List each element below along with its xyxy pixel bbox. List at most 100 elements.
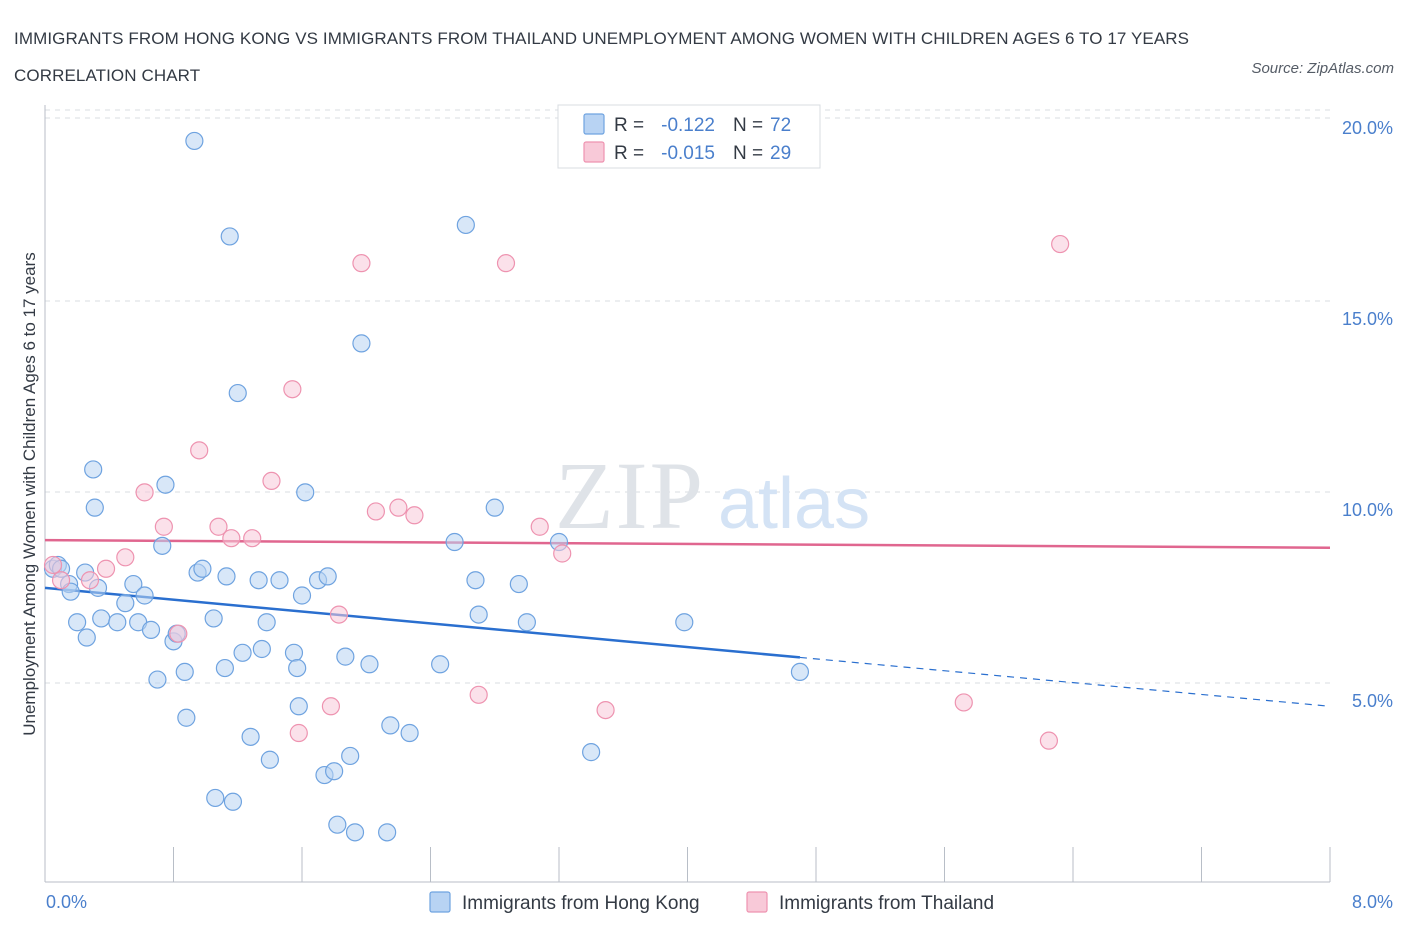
hong-kong-point: [400, 723, 419, 743]
hong-kong-point: [193, 559, 212, 578]
thailand-point: [329, 605, 349, 624]
hong-kong-point: [124, 574, 143, 594]
hong-kong-point: [206, 788, 225, 808]
hong-kong-point: [92, 609, 111, 628]
thailand-point: [116, 548, 135, 567]
hong-kong-point: [378, 823, 397, 842]
hong-kong-point: [108, 613, 127, 632]
hong-kong-point: [252, 639, 271, 659]
hong-kong-point: [336, 647, 355, 666]
hong-kong-point: [485, 498, 504, 517]
y-axis-label-text: Unemployment Among Women with Children A…: [20, 252, 39, 736]
hong-kong-point: [84, 460, 103, 479]
thailand-point: [496, 254, 516, 273]
hong-kong-point: [215, 658, 234, 678]
thailand-point: [469, 685, 488, 704]
hong-kong-point: [517, 613, 536, 632]
thailand-point: [954, 693, 973, 712]
hong-kong-point: [288, 658, 307, 678]
legend-swatch: [583, 141, 605, 163]
hong-kong-point: [445, 532, 464, 552]
hong-kong-point: [220, 227, 239, 246]
thailand-point: [405, 506, 424, 525]
hong-kong-point: [175, 662, 194, 682]
hong-kong-point: [135, 586, 154, 605]
hong-kong-point: [431, 655, 450, 674]
hong-kong-point: [292, 586, 312, 605]
hong-kong-point: [318, 567, 337, 586]
series-legend: Immigrants from Hong Kong Immigrants from…: [429, 891, 994, 914]
thailand-point: [96, 559, 116, 578]
hong-kong-point: [185, 131, 204, 151]
y-axis-label: Unemployment Among Women with Children A…: [20, 252, 39, 736]
hong-kong-point: [325, 762, 344, 781]
legend-r-value: -0.122: [661, 115, 715, 136]
x-tick-label-max: 8.0%: [1352, 892, 1393, 912]
thailand-point: [190, 441, 209, 460]
thailand-point: [135, 483, 154, 502]
thailand-point: [553, 544, 572, 563]
hong-kong-point: [204, 609, 223, 628]
thailand-point: [530, 517, 549, 536]
thailand-point: [321, 697, 341, 716]
chart-title: IMMIGRANTS FROM HONG KONG VS IMMIGRANTS …: [14, 29, 1190, 85]
hong-kong-point: [790, 662, 810, 682]
watermark-atlas: atlas: [718, 464, 870, 544]
hong-kong-point: [466, 571, 485, 590]
thailand-point: [262, 471, 281, 490]
hong-kong-point: [509, 574, 528, 594]
thailand-point: [352, 254, 371, 273]
tick-labels: 5.0% 10.0% 15.0% 20.0% 0.0% 8.0%: [46, 118, 1393, 912]
legend-n-value: 72: [770, 115, 791, 136]
data-points: [43, 131, 1070, 842]
thailand-point: [209, 517, 228, 536]
legend-n-value: 29: [770, 143, 791, 164]
hong-kong-point: [233, 643, 252, 662]
hong-kong-point: [582, 743, 601, 762]
hong-kong-point: [352, 334, 371, 353]
legend-n-label: N =: [733, 115, 763, 136]
hong-kong-point: [249, 571, 268, 590]
thailand-point: [289, 723, 308, 743]
hong-kong-point: [345, 823, 365, 842]
y-tick-label: 20.0%: [1342, 118, 1393, 138]
thailand-point: [43, 555, 63, 575]
watermark: ZIP atlas: [555, 442, 870, 549]
hong-kong-point: [153, 536, 172, 555]
hong-kong-trendline-extension: [799, 656, 1331, 707]
y-tick-label: 5.0%: [1352, 691, 1393, 711]
hong-kong-point: [177, 708, 196, 727]
thailand-point: [80, 571, 100, 590]
axes: [44, 105, 1331, 883]
hong-kong-point: [217, 567, 236, 586]
source-label: Source: ZipAtlas.com: [1251, 60, 1394, 77]
hong-kong-point: [148, 670, 167, 689]
legend-swatch: [583, 113, 605, 135]
legend-r-label: R =: [614, 143, 644, 164]
watermark-zip: ZIP: [555, 442, 705, 549]
hong-kong-point: [328, 815, 347, 834]
series-legend-swatch: [429, 891, 451, 913]
thailand-point: [366, 502, 385, 521]
series-legend-label: Immigrants from Thailand: [779, 893, 994, 914]
hong-kong-point: [156, 475, 175, 494]
hong-kong-point: [675, 613, 694, 632]
hong-kong-point: [469, 605, 488, 624]
legend-r-value: -0.015: [661, 143, 715, 164]
hong-kong-point: [68, 613, 87, 632]
thailand-point: [1039, 731, 1059, 750]
hong-kong-point: [77, 628, 96, 647]
thailand-point: [154, 517, 173, 536]
hong-kong-point: [270, 571, 289, 590]
thailand-point: [169, 624, 188, 643]
hong-kong-point: [85, 498, 104, 517]
hong-kong-point: [223, 792, 243, 811]
y-tick-label: 10.0%: [1342, 500, 1393, 520]
thailand-point: [1051, 234, 1070, 254]
series-legend-label: Immigrants from Hong Kong: [462, 893, 700, 914]
hong-kong-point: [360, 655, 379, 674]
hong-kong-point: [456, 215, 475, 235]
hong-kong-point: [289, 697, 308, 716]
thailand-point: [243, 529, 262, 548]
